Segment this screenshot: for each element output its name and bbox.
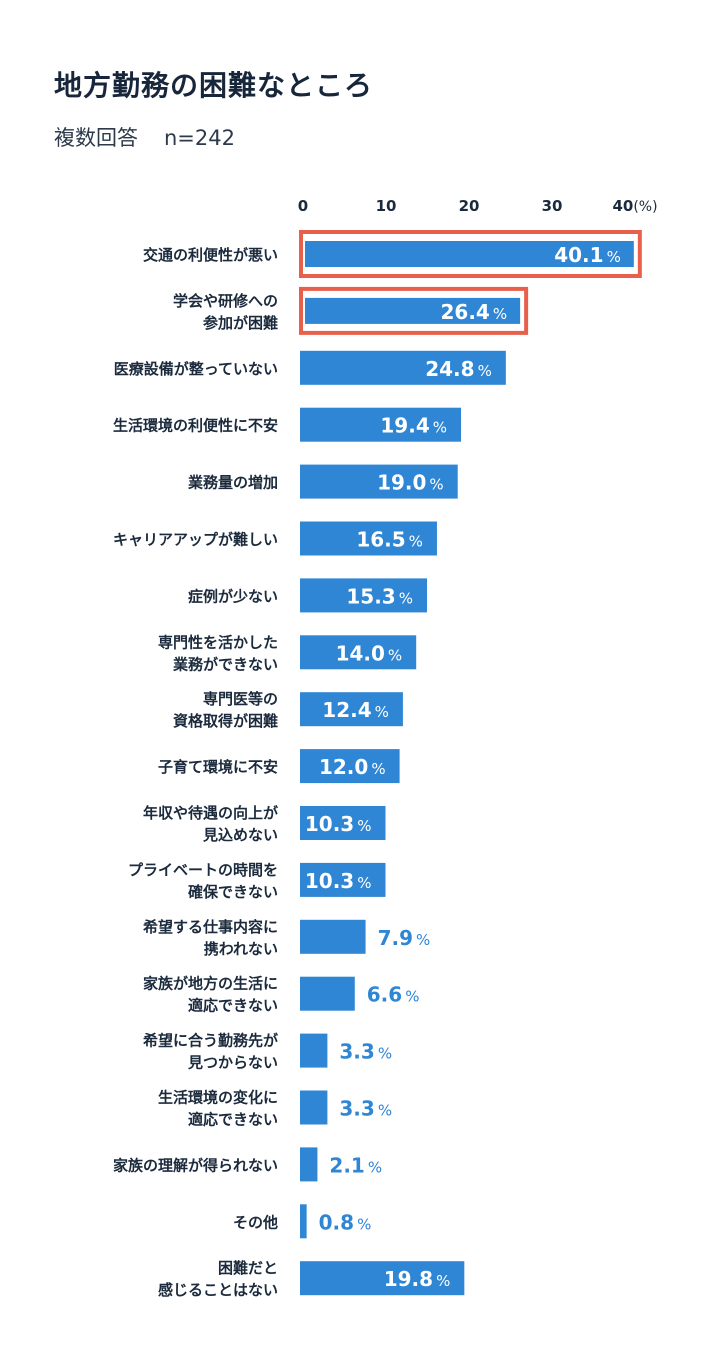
category-label: 適応できない [188,997,278,1015]
category-label: 家族の理解が得られない [113,1156,278,1174]
bar [305,241,634,267]
category-label: 家族が地方の生活に [143,975,278,993]
value-label: 7.9% [378,926,431,950]
bar [300,350,506,385]
value-label: 3.3% [339,1040,392,1064]
bar [300,862,386,897]
bar [300,635,417,670]
bar [305,297,521,324]
bar [300,749,400,784]
bar [300,806,386,840]
x-tick-label: 20 [459,197,480,215]
category-label: 希望に合う勤務先が [143,1032,279,1050]
category-label: 見つからない [187,1054,278,1072]
value-percent-sign: % [436,1272,450,1290]
category-label: 症例が少ない [188,587,278,605]
category-label: 参加が困難 [203,314,278,332]
category-label: 業務量の増加 [187,474,278,492]
value-percent-sign: % [388,646,402,664]
value-percent-sign: % [357,874,371,892]
x-tick-unit: (%) [633,199,657,215]
value-percent-sign: % [357,1215,371,1233]
category-label: 医療設備が整っていない [114,360,278,378]
value-percent-sign: % [357,817,371,835]
category-label: 業務ができない [172,655,278,673]
bar [300,464,458,499]
bar [300,1147,318,1182]
x-tick-label: 40(%) [612,197,657,215]
value-percent-sign: % [399,589,413,607]
highlight-frame [299,230,642,278]
highlight-frame [299,286,529,335]
bar [300,919,366,954]
category-label: その他 [233,1213,278,1231]
value-label: 2.1% [329,1153,382,1177]
value-percent-sign: % [433,419,447,437]
bar [300,407,462,442]
value-percent-sign: % [378,1102,392,1120]
category-label: 年収や待遇の向上が [143,804,279,822]
value-percent-sign: % [416,931,430,949]
category-label: 子育て環境に不安 [158,758,278,776]
value-percent-sign: % [378,1045,392,1063]
category-label: プライベートの時間を [128,861,278,879]
bar [300,976,355,1011]
chart-subtitle: 複数回答 n=242 [54,122,235,152]
bar [300,692,403,727]
category-label: 確保できない [187,883,278,901]
bar [300,578,427,613]
category-label: 困難だと [218,1259,278,1277]
value-percent-sign: % [478,362,492,380]
bar [300,1204,307,1239]
value-label: 6.6% [367,983,420,1007]
category-label: 学会や研修への [173,292,278,310]
value-percent-sign: % [405,988,419,1006]
category-label: 感じることはない [158,1281,278,1299]
value-percent-sign: % [429,476,443,494]
category-label: 生活環境の利便性に不安 [113,417,278,435]
bar [300,521,437,556]
category-label: 交通の利便性が悪い [143,246,278,264]
bar [300,1090,328,1125]
value-percent-sign: % [607,248,621,266]
bar [300,1261,465,1296]
value-label: 3.3% [339,1097,392,1121]
category-label: 資格取得が困難 [173,712,278,730]
category-label: 適応できない [188,1111,278,1129]
x-tick-label: 30 [542,197,563,215]
x-tick-label: 10 [376,197,397,215]
value-label: 0.8% [319,1210,372,1234]
value-percent-sign: % [493,305,507,323]
value-percent-sign: % [368,1158,382,1176]
sample-size: n=242 [164,126,235,150]
category-label: 専門医等の [203,690,278,708]
category-label: 生活環境の変化に [158,1089,278,1107]
subtitle-label: 複数回答 [54,126,138,150]
bar [300,1033,328,1068]
value-percent-sign: % [375,703,389,721]
category-label: 専門性を活かした [158,633,278,651]
category-label: 見込めない [202,826,278,844]
value-percent-sign: % [409,533,423,551]
value-label: 14.0% [336,641,403,665]
category-label: 携われない [204,940,278,958]
value-percent-sign: % [371,760,385,778]
category-label: キャリアアップが難しい [113,531,278,549]
x-tick-label: 0 [298,197,308,215]
chart-title: 地方勤務の困難なところ [54,69,374,102]
category-label: 希望する仕事内容に [143,918,278,936]
